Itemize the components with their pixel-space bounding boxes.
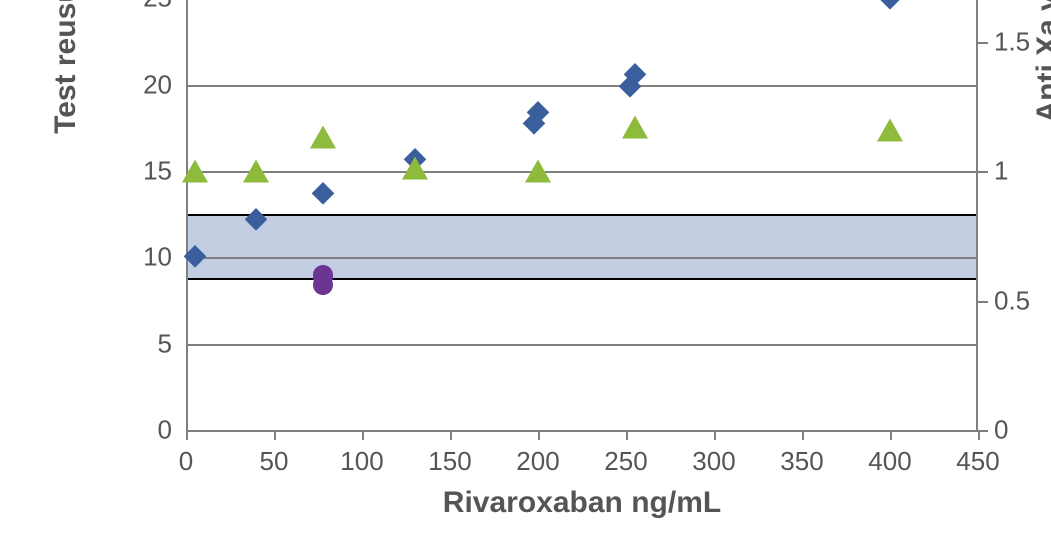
- x-axis-title: Rivaroxaban ng/mL: [443, 486, 721, 520]
- x-tick: [274, 430, 276, 440]
- y-left-axis-line: [186, 0, 188, 430]
- gridline: [186, 85, 978, 87]
- y-left-tick-label: 10: [143, 242, 172, 273]
- y-right-tick: [978, 301, 988, 303]
- chart-viewport: 050100150200250300350400450051015202500.…: [0, 0, 1051, 557]
- x-tick: [626, 430, 628, 440]
- y-left-tick-label: 5: [158, 328, 172, 359]
- x-tick-label: 150: [428, 446, 471, 477]
- x-tick: [450, 430, 452, 440]
- x-tick-label: 400: [868, 446, 911, 477]
- series-green-triangle-point: [402, 157, 428, 180]
- y-left-axis-title: Test reusult: [49, 0, 83, 134]
- y-right-tick-label: 1: [994, 156, 1008, 187]
- y-left-tick-label: 0: [158, 415, 172, 446]
- series-blue-diamond-point: [312, 182, 334, 204]
- x-tick: [802, 430, 804, 440]
- gridline: [186, 344, 978, 346]
- x-tick: [538, 430, 540, 440]
- series-green-triangle-point: [310, 126, 336, 149]
- series-green-triangle-point: [525, 160, 551, 183]
- x-tick: [714, 430, 716, 440]
- y-right-tick-label: 0: [994, 415, 1008, 446]
- x-tick-label: 350: [780, 446, 823, 477]
- y-left-tick-label: 25: [143, 0, 172, 14]
- series-green-triangle-point: [877, 118, 903, 141]
- gridline: [186, 257, 978, 259]
- x-tick: [362, 430, 364, 440]
- x-tick-label: 300: [692, 446, 735, 477]
- y-right-tick-label: 0.5: [994, 285, 1030, 316]
- gridline: [186, 430, 978, 432]
- series-green-triangle-point: [182, 160, 208, 183]
- x-tick-label: 450: [956, 446, 999, 477]
- series-purple-circle-point: [313, 265, 333, 285]
- x-tick-label: 200: [516, 446, 559, 477]
- y-right-tick: [978, 430, 988, 432]
- series-green-triangle-point: [622, 115, 648, 138]
- x-tick-label: 100: [340, 446, 383, 477]
- gridline: [186, 171, 978, 173]
- y-right-axis-line: [976, 0, 978, 430]
- plot-area: 050100150200250300350400450051015202500.…: [186, 0, 978, 430]
- y-left-tick-label: 20: [143, 69, 172, 100]
- x-tick-label: 50: [260, 446, 289, 477]
- series-green-triangle-point: [243, 160, 269, 183]
- y-right-tick: [978, 42, 988, 44]
- y-right-axis-title: Anti Xa va: [1031, 0, 1051, 123]
- x-tick-label: 250: [604, 446, 647, 477]
- x-tick: [890, 430, 892, 440]
- y-right-tick: [978, 171, 988, 173]
- series-blue-diamond-point: [879, 0, 901, 9]
- x-tick-label: 0: [179, 446, 193, 477]
- x-tick: [186, 430, 188, 440]
- y-left-tick-label: 15: [143, 156, 172, 187]
- lower-band: [186, 214, 978, 280]
- y-right-tick-label: 1.5: [994, 26, 1030, 57]
